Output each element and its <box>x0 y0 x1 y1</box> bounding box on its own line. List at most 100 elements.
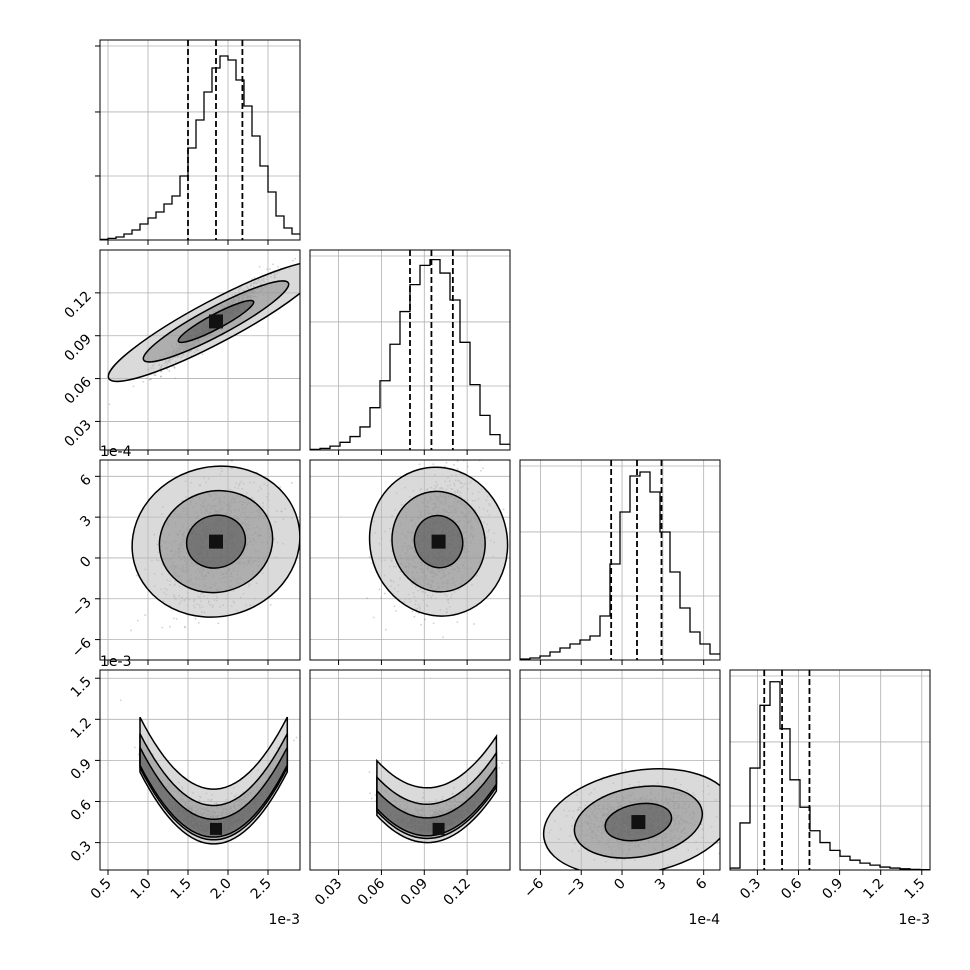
y-tick-label: 0.12 <box>61 288 94 321</box>
x-tick-label: 1.0 <box>128 876 155 903</box>
sample-point <box>482 467 484 470</box>
sample-point <box>258 265 261 268</box>
sample-point <box>418 463 421 466</box>
y-tick-label: 6 <box>77 472 95 490</box>
sample-point <box>394 610 397 612</box>
sample-point <box>452 455 454 457</box>
histogram-1 <box>310 258 510 450</box>
sample-point <box>290 481 293 484</box>
sample-point <box>446 453 448 455</box>
sample-point <box>168 370 171 372</box>
sample-point <box>269 268 271 270</box>
y-tick-label: 0.06 <box>61 374 94 407</box>
panel-frame <box>99 669 301 871</box>
x-tick-label: 0.5 <box>88 876 115 903</box>
sample-point <box>480 469 482 472</box>
sample-point <box>293 739 295 742</box>
panel-frame <box>99 39 301 241</box>
sample-point <box>411 610 414 613</box>
sample-point <box>279 486 282 488</box>
sample-point <box>201 353 204 356</box>
sample-point <box>473 623 475 625</box>
sample-point <box>194 617 197 620</box>
x-tick-label: 1.5 <box>168 876 195 903</box>
panel-frame <box>309 249 511 451</box>
sample-point <box>370 797 373 800</box>
sample-point <box>294 257 297 260</box>
sample-point <box>384 628 387 631</box>
sample-point <box>292 259 294 262</box>
sample-point <box>453 464 455 466</box>
density-peak <box>210 822 222 835</box>
x-offset-label: 1e-3 <box>269 912 300 928</box>
y-tick-label: 0.6 <box>68 797 95 824</box>
y-tick-label: 0.9 <box>68 756 95 783</box>
sample-point <box>136 574 138 577</box>
histogram-2 <box>520 471 720 660</box>
sample-point <box>144 614 147 616</box>
panel-frame <box>519 459 721 661</box>
contour-2 <box>139 746 289 838</box>
sample-point <box>269 604 272 606</box>
panel-content <box>310 250 510 450</box>
sample-point <box>169 625 171 628</box>
panel-2-1 <box>309 444 517 665</box>
sample-point <box>442 636 444 639</box>
sample-point <box>413 615 416 618</box>
sample-point <box>384 592 386 595</box>
sample-point <box>432 463 435 466</box>
y-tick-label: 0.09 <box>61 331 94 364</box>
sample-point <box>378 588 381 591</box>
y-offset-label: 1e-3 <box>100 654 131 670</box>
sample-point <box>132 385 135 388</box>
y-tick-label: 1.5 <box>68 674 95 701</box>
sample-point <box>244 458 246 460</box>
sample-point <box>277 265 279 268</box>
sample-point <box>456 621 459 623</box>
sample-point <box>217 622 220 625</box>
sample-point <box>515 446 517 448</box>
sample-point <box>173 366 176 369</box>
sample-point <box>154 374 157 377</box>
sample-point <box>153 374 156 376</box>
sample-point <box>173 366 176 369</box>
panel-2-2 <box>519 459 721 665</box>
density-peak <box>431 534 446 549</box>
y-tick-label: 0.3 <box>68 838 95 865</box>
y-tick-label: 1.2 <box>68 715 95 742</box>
panel-content <box>366 444 517 639</box>
sample-point <box>424 618 427 621</box>
panel-content <box>368 733 504 844</box>
sample-point <box>366 597 368 600</box>
sample-point <box>145 377 148 380</box>
y-offset-label: 1e-4 <box>100 444 132 460</box>
panel-0-0 <box>95 39 301 245</box>
sample-point <box>420 623 422 626</box>
panel-content <box>119 699 298 845</box>
panel-content <box>520 460 720 660</box>
sample-point <box>445 461 448 464</box>
panel-1-1 <box>309 249 511 455</box>
sample-point <box>149 377 152 380</box>
y-tick-label: −6 <box>69 635 95 661</box>
panel-frame <box>99 249 301 451</box>
sample-point <box>150 378 153 380</box>
sample-point <box>443 465 446 468</box>
panel-3-1: 0.03 0.06 0.09 0.12 <box>309 669 511 909</box>
sample-point <box>372 616 375 619</box>
sample-point <box>119 699 122 702</box>
panel-content <box>130 458 300 632</box>
histogram-0 <box>100 55 300 240</box>
sample-point <box>160 370 162 373</box>
sample-point <box>477 444 479 446</box>
sample-point <box>197 621 200 624</box>
sample-point <box>133 746 136 749</box>
sample-point <box>142 380 144 383</box>
sample-point <box>272 263 274 266</box>
sample-point <box>174 377 177 380</box>
panel-3-0: 0.5 1.0 1.5 2.0 2.51e-30.30.60.91.21.51e-3 <box>68 654 301 928</box>
sample-point <box>137 753 140 756</box>
sample-point <box>161 626 164 629</box>
